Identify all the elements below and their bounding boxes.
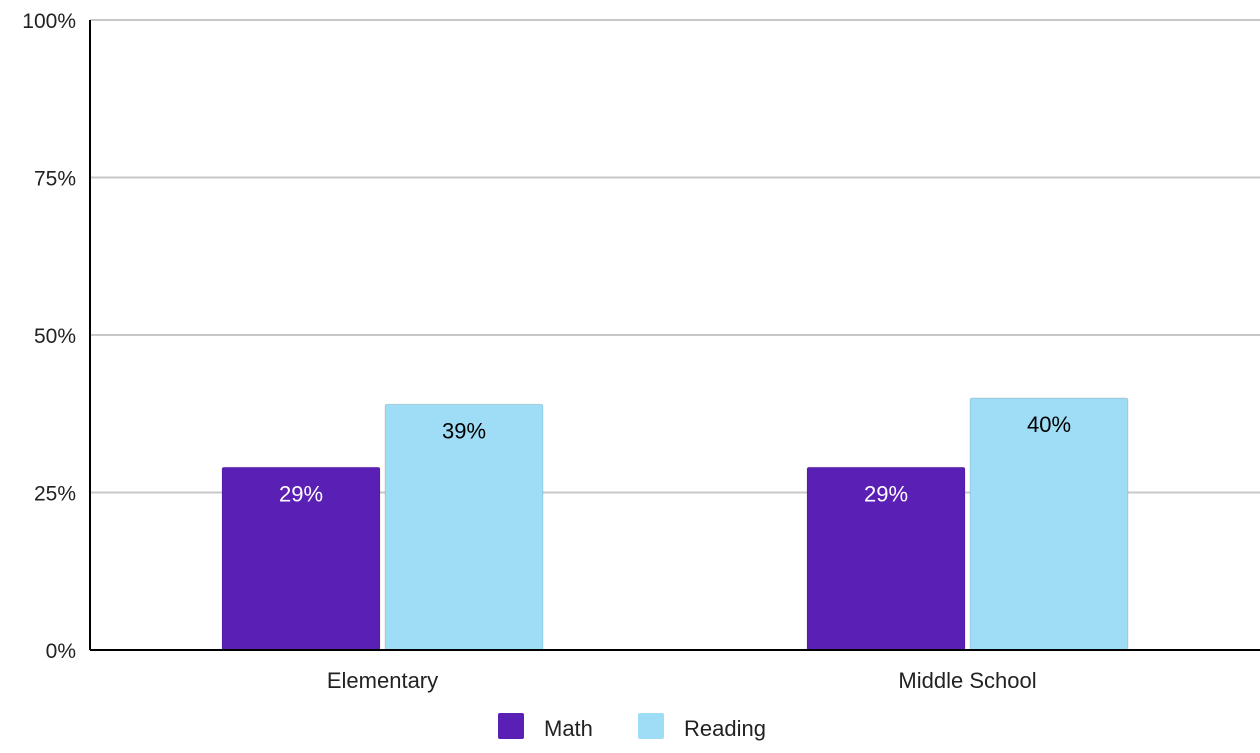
legend-label: Math bbox=[544, 716, 593, 741]
legend: Math Reading bbox=[498, 713, 766, 741]
y-tick-label: 75% bbox=[34, 168, 76, 191]
bars-layer bbox=[221, 397, 1129, 651]
data-label: 29% bbox=[864, 481, 908, 506]
legend-swatch-reading bbox=[638, 713, 664, 739]
y-tick-label: 25% bbox=[34, 483, 76, 506]
x-tick-label: Elementary bbox=[327, 668, 438, 693]
y-tick-label: 100% bbox=[22, 10, 76, 33]
legend-label: Reading bbox=[684, 716, 766, 741]
labels-layer: 0% 25% 50% 75% 100% 29% 39% Elementary 29% 40% Mid… bbox=[22, 10, 1071, 693]
data-label: 39% bbox=[442, 418, 486, 443]
data-label: 29% bbox=[279, 481, 323, 506]
data-label: 40% bbox=[1027, 412, 1071, 437]
x-tick-label: Middle School bbox=[898, 668, 1036, 693]
legend-swatch-math bbox=[498, 713, 524, 739]
axis-layer bbox=[89, 20, 1260, 651]
y-tick-label: 0% bbox=[46, 640, 76, 663]
y-tick-label: 50% bbox=[34, 325, 76, 348]
